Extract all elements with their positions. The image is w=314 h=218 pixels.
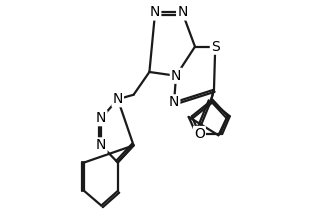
Text: N: N — [169, 95, 179, 109]
Text: N: N — [96, 138, 106, 152]
Text: N: N — [171, 69, 181, 83]
Text: S: S — [211, 40, 219, 54]
Text: N: N — [150, 5, 160, 19]
Text: N: N — [96, 111, 106, 125]
Text: N: N — [112, 92, 123, 106]
Text: O: O — [194, 127, 205, 141]
Text: N: N — [177, 5, 187, 19]
